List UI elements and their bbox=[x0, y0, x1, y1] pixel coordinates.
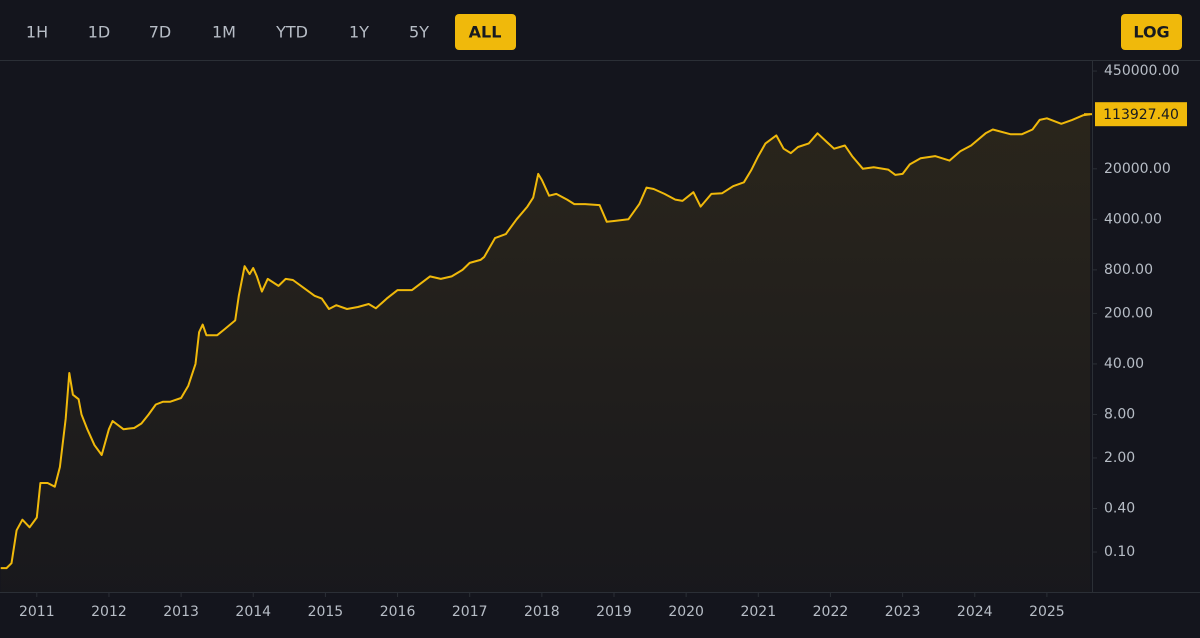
axes: 0.10 0.40 2.00 8.00 40.00 200.00 800.00 4000.00… bbox=[19, 63, 1187, 620]
x-tick-label: 2015 bbox=[308, 604, 344, 620]
range-button[interactable]: 1H bbox=[26, 23, 48, 42]
last-price-tag bbox=[1095, 102, 1187, 127]
range-button[interactable]: 1D bbox=[88, 23, 111, 42]
log-button-bg[interactable] bbox=[1121, 14, 1182, 50]
toolbar: 1H 1D 7D 1M YTD 1Y 5Y ALL LOG bbox=[26, 14, 1182, 50]
log-button[interactable]: LOG bbox=[1133, 23, 1169, 42]
y-tick-label: 4000.00 bbox=[1104, 211, 1162, 227]
y-tick-label: 2.00 bbox=[1104, 450, 1135, 466]
y-tick-label: 20000.00 bbox=[1104, 161, 1171, 177]
area bbox=[0, 114, 1091, 592]
x-tick-label: 2017 bbox=[452, 604, 488, 620]
range-button[interactable]: 1M bbox=[212, 23, 236, 42]
x-tick-label: 2021 bbox=[740, 604, 776, 620]
x-tick-label: 2011 bbox=[19, 604, 55, 620]
range-button[interactable]: 1Y bbox=[349, 23, 369, 42]
y-tick-label: 8.00 bbox=[1104, 406, 1135, 422]
range-button[interactable]: 5Y bbox=[409, 23, 429, 42]
range-button-active[interactable] bbox=[455, 14, 516, 50]
range-button[interactable]: ALL bbox=[469, 23, 502, 42]
y-tick-label: 0.40 bbox=[1104, 501, 1135, 517]
x-tick-label: 2014 bbox=[235, 604, 271, 620]
x-tick-label: 2020 bbox=[668, 604, 704, 620]
y-tick-label: 0.10 bbox=[1104, 544, 1135, 560]
last-price-label: 113927.40 bbox=[1103, 107, 1179, 123]
x-tick-label: 2023 bbox=[885, 604, 921, 620]
x-tick-label: 2012 bbox=[91, 604, 127, 620]
x-tick-label: 2018 bbox=[524, 604, 560, 620]
x-tick-label: 2019 bbox=[596, 604, 632, 620]
plot bbox=[0, 113, 1091, 592]
y-tick-label: 200.00 bbox=[1104, 305, 1153, 321]
y-tick-label: 450000.00 bbox=[1104, 63, 1180, 79]
x-tick-label: 2022 bbox=[813, 604, 849, 620]
x-tick-label: 2024 bbox=[957, 604, 993, 620]
range-button[interactable]: YTD bbox=[275, 23, 308, 42]
y-tick-label: 800.00 bbox=[1104, 262, 1153, 278]
x-tick-label: 2013 bbox=[163, 604, 199, 620]
price-line bbox=[0, 113, 1091, 570]
range-button[interactable]: 7D bbox=[149, 23, 172, 42]
y-tick-label: 40.00 bbox=[1104, 356, 1144, 372]
x-tick-label: 2016 bbox=[380, 604, 416, 620]
x-tick-label: 2025 bbox=[1029, 604, 1065, 620]
